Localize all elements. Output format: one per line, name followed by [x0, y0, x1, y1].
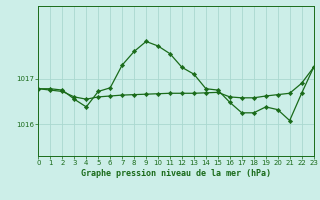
X-axis label: Graphe pression niveau de la mer (hPa): Graphe pression niveau de la mer (hPa) [81, 169, 271, 178]
